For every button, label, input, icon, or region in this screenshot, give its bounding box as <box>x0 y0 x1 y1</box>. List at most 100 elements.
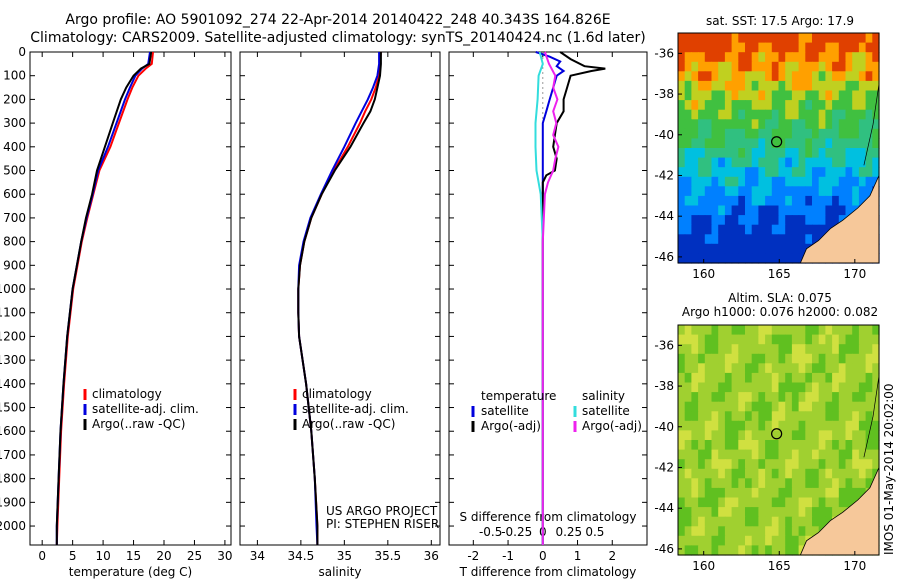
map-cell <box>778 344 786 355</box>
map-cell <box>684 100 692 111</box>
map-cell <box>698 176 706 187</box>
map-cell <box>691 392 699 403</box>
map-cell <box>711 411 719 422</box>
map-cell <box>678 167 686 178</box>
map-cell <box>711 71 719 82</box>
map-cell <box>751 61 759 72</box>
map-cell <box>852 468 860 479</box>
map-cell <box>818 119 826 130</box>
series-line-argo-raw-qc- <box>55 51 153 545</box>
map-cell <box>852 353 860 364</box>
map-cell <box>751 420 759 431</box>
map-cell <box>724 205 733 216</box>
map-cell <box>765 487 773 499</box>
map-cell <box>785 535 793 546</box>
map-cell <box>778 100 786 111</box>
depth-tick-label: 500 <box>3 164 26 178</box>
map-cell <box>745 42 753 53</box>
map-cell <box>745 535 753 546</box>
map-cell <box>845 157 853 168</box>
map-cell <box>805 392 813 403</box>
depth-tick-label: 1700 <box>0 448 26 462</box>
map-cell <box>711 497 719 508</box>
map-cell <box>704 478 713 489</box>
map-cell <box>778 401 786 412</box>
map-cell <box>818 157 826 168</box>
map-cell <box>785 205 793 216</box>
map-cell <box>771 234 780 245</box>
map-cell <box>832 119 840 130</box>
map-cell <box>812 195 820 207</box>
map-cell <box>678 215 686 226</box>
map-cell <box>778 128 786 139</box>
map-cell <box>745 325 753 336</box>
map-cell <box>765 382 773 393</box>
map-cell <box>745 100 753 111</box>
map-cell <box>711 33 719 44</box>
map-cell <box>724 516 733 527</box>
map-cell <box>791 100 800 111</box>
map-cell <box>704 497 713 508</box>
map-cell <box>858 468 867 479</box>
map-cell <box>678 487 686 499</box>
map-cell <box>872 148 880 159</box>
map-cell <box>865 468 873 479</box>
map-cell <box>698 148 706 159</box>
map-cell <box>691 176 699 187</box>
map-cell <box>778 253 786 264</box>
map-cell <box>745 392 753 403</box>
map-cell <box>758 128 766 139</box>
map-cell <box>698 109 706 120</box>
map-cell <box>805 61 813 72</box>
map-cell <box>751 353 759 364</box>
map-cell <box>778 363 786 374</box>
map-cell <box>698 420 706 431</box>
map-cell <box>704 487 713 499</box>
map-cell <box>698 33 706 44</box>
map-cell <box>731 344 739 355</box>
map-cell <box>691 334 699 345</box>
map-cell <box>872 90 880 101</box>
map-cell <box>798 42 806 53</box>
map-cell <box>691 430 699 441</box>
map-cell <box>825 33 833 44</box>
map-cell <box>684 411 692 422</box>
map-cell <box>785 195 793 207</box>
map-cell <box>684 205 692 216</box>
map-cell <box>832 497 840 508</box>
map-cell <box>825 353 833 364</box>
map-cell <box>698 253 706 264</box>
map-cell <box>791 372 800 384</box>
map-cell <box>805 205 813 216</box>
map-cell <box>678 33 686 44</box>
map-cell <box>865 420 873 431</box>
map-cell <box>718 61 726 72</box>
map-cell <box>865 353 873 364</box>
depth-tick-label: 1600 <box>0 424 26 438</box>
map-cell <box>825 148 833 159</box>
map-cell <box>684 71 692 82</box>
map-cell <box>838 33 847 44</box>
map-cell <box>845 128 853 139</box>
map-cell <box>832 353 840 364</box>
map-cell <box>825 215 833 226</box>
map-cell <box>758 478 766 489</box>
map-cell <box>865 325 873 336</box>
map-cell <box>812 215 820 226</box>
map-cell <box>778 109 786 120</box>
map-x-tick-label: 160 <box>692 559 715 573</box>
map-cell <box>718 392 726 403</box>
map-cell <box>731 468 739 479</box>
map-cell <box>718 157 726 168</box>
legend-label: satellite <box>582 404 630 418</box>
depth-tick-label: 1900 <box>0 495 26 509</box>
map-cell <box>778 167 786 178</box>
map-cell <box>678 195 686 207</box>
map-cell <box>798 61 806 72</box>
map-cell <box>758 372 766 384</box>
map-cell <box>852 411 860 422</box>
map-cell <box>751 411 759 422</box>
map-cell <box>731 535 739 546</box>
map-cell <box>724 234 733 245</box>
map-cell <box>812 430 820 441</box>
